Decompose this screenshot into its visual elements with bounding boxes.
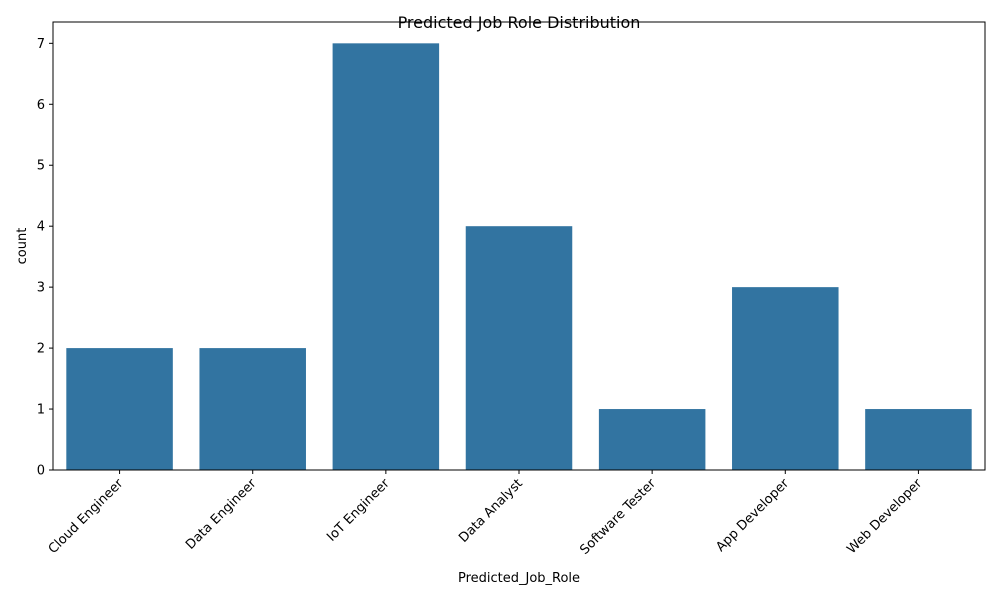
bar-data-analyst xyxy=(465,226,573,470)
y-axis-ticks: 0 1 2 3 4 5 6 7 xyxy=(37,37,53,479)
y-tick-label: 6 xyxy=(37,98,45,113)
bars-group xyxy=(66,43,972,470)
x-axis-ticks: Cloud Engineer Data Engineer IoT Engineer D… xyxy=(46,470,926,558)
bar-iot-engineer xyxy=(332,43,440,470)
y-axis-label: count xyxy=(15,228,30,265)
bar-app-developer xyxy=(732,287,839,470)
x-tick-label: Data Engineer xyxy=(183,476,260,553)
x-tick-label: Data Analyst xyxy=(456,476,526,546)
y-tick-label: 5 xyxy=(37,159,45,174)
x-tick-label: Cloud Engineer xyxy=(46,476,127,557)
y-tick-label: 0 xyxy=(37,464,45,479)
bar-cloud-engineer xyxy=(66,348,173,470)
y-tick-label: 1 xyxy=(37,403,45,418)
y-tick-label: 7 xyxy=(37,37,45,52)
x-tick-label: IoT Engineer xyxy=(324,476,393,545)
y-tick-label: 3 xyxy=(37,281,45,296)
bar-web-developer xyxy=(865,409,972,470)
x-tick-label: Web Developer xyxy=(844,476,925,557)
x-axis-label: Predicted_Job_Role xyxy=(458,571,580,586)
x-tick-label: Software Tester xyxy=(577,476,659,558)
plot-frame xyxy=(52,21,986,471)
y-tick-label: 2 xyxy=(37,342,45,357)
bar-data-engineer xyxy=(199,348,306,470)
y-tick-label: 4 xyxy=(37,220,45,235)
bar-software-tester xyxy=(598,409,706,470)
x-tick-label: App Developer xyxy=(713,476,792,555)
